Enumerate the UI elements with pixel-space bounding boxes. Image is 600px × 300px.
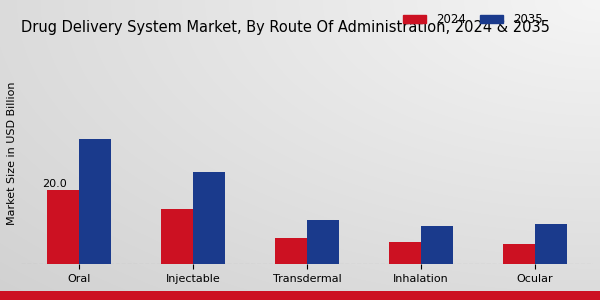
Bar [161, 209, 193, 264]
Bar [389, 242, 421, 264]
Bar [275, 238, 307, 264]
Bar [47, 190, 79, 264]
Bar [79, 139, 111, 264]
Y-axis label: Market Size in USD Billion: Market Size in USD Billion [7, 82, 17, 225]
Bar [535, 224, 567, 264]
Bar [421, 226, 453, 264]
Bar [503, 244, 535, 264]
Text: Drug Delivery System Market, By Route Of Administration, 2024 & 2035: Drug Delivery System Market, By Route Of… [21, 20, 550, 34]
Legend: 2024, 2035: 2024, 2035 [398, 9, 547, 31]
Bar [193, 172, 225, 264]
Text: 20.0: 20.0 [43, 179, 67, 189]
Bar [307, 220, 339, 264]
